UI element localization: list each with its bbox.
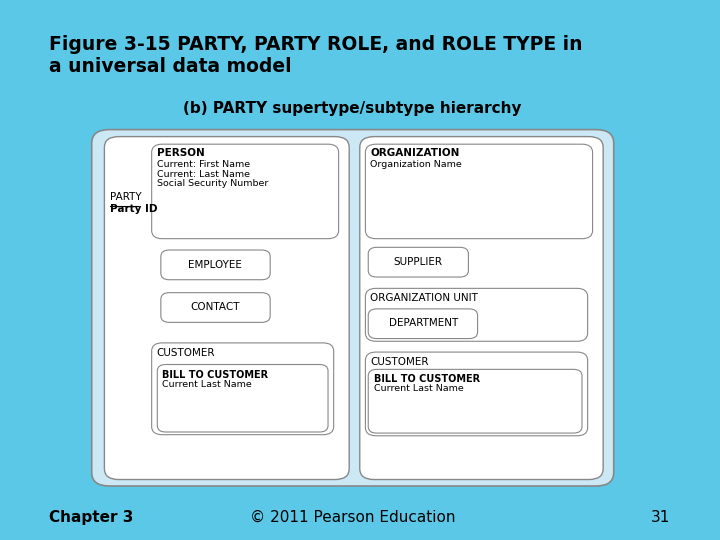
Text: PARTY: PARTY [110, 192, 142, 202]
Text: ORGANIZATION UNIT: ORGANIZATION UNIT [370, 293, 478, 303]
FancyBboxPatch shape [152, 343, 333, 435]
Text: Current Last Name: Current Last Name [162, 380, 252, 389]
Text: ORGANIZATION: ORGANIZATION [370, 148, 460, 159]
Text: Current: First Name: Current: First Name [157, 160, 250, 169]
FancyBboxPatch shape [161, 250, 270, 280]
FancyBboxPatch shape [91, 130, 613, 486]
Text: Chapter 3: Chapter 3 [50, 510, 134, 525]
Text: Party ID: Party ID [110, 204, 158, 214]
Text: Current: Last Name: Current: Last Name [157, 170, 250, 179]
FancyBboxPatch shape [161, 293, 270, 322]
Text: Current Last Name: Current Last Name [374, 384, 464, 393]
Text: PERSON: PERSON [157, 148, 204, 159]
Text: BILL TO CUSTOMER: BILL TO CUSTOMER [162, 370, 269, 380]
Text: Organization Name: Organization Name [370, 160, 462, 169]
Text: CONTACT: CONTACT [190, 302, 240, 312]
FancyBboxPatch shape [152, 144, 338, 239]
FancyBboxPatch shape [366, 288, 588, 341]
Text: Figure 3-15 PARTY, PARTY ROLE, and ROLE TYPE in
a universal data model: Figure 3-15 PARTY, PARTY ROLE, and ROLE … [50, 35, 583, 76]
Text: DEPARTMENT: DEPARTMENT [389, 319, 458, 328]
FancyBboxPatch shape [368, 369, 582, 433]
Text: 31: 31 [651, 510, 670, 525]
Text: SUPPLIER: SUPPLIER [394, 257, 443, 267]
Text: CUSTOMER: CUSTOMER [157, 348, 215, 358]
Text: CUSTOMER: CUSTOMER [370, 357, 429, 368]
FancyBboxPatch shape [157, 364, 328, 432]
FancyBboxPatch shape [366, 144, 593, 239]
FancyBboxPatch shape [366, 352, 588, 436]
FancyBboxPatch shape [360, 137, 603, 480]
Text: Social Security Number: Social Security Number [157, 179, 268, 188]
FancyBboxPatch shape [368, 247, 469, 277]
FancyBboxPatch shape [368, 309, 477, 339]
Text: (b) PARTY supertype/subtype hierarchy: (b) PARTY supertype/subtype hierarchy [184, 100, 522, 116]
FancyBboxPatch shape [104, 137, 349, 480]
Text: © 2011 Pearson Education: © 2011 Pearson Education [250, 510, 456, 525]
Text: BILL TO CUSTOMER: BILL TO CUSTOMER [374, 374, 480, 384]
Text: EMPLOYEE: EMPLOYEE [188, 260, 242, 269]
